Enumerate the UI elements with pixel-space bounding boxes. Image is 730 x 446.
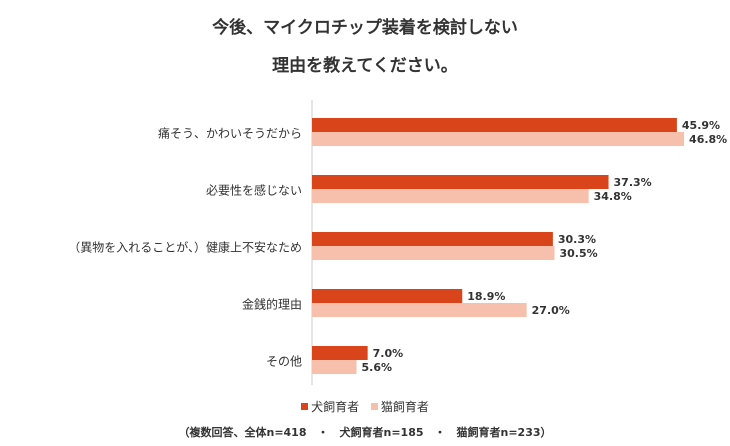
value-label: 45.9% bbox=[682, 119, 720, 132]
value-label: 46.8% bbox=[689, 133, 727, 146]
value-label: 18.9% bbox=[467, 290, 505, 303]
chart-legend: 犬飼育者 猫飼育者 bbox=[0, 398, 730, 415]
legend-swatch-cat bbox=[370, 403, 378, 410]
value-label: 5.6% bbox=[362, 361, 393, 374]
bar-dog bbox=[312, 346, 368, 360]
value-label: 30.5% bbox=[559, 247, 597, 260]
category-label: 金銭的理由 bbox=[242, 297, 302, 312]
legend-item-dog: 犬飼育者 bbox=[301, 398, 359, 415]
chart-title-line1: 今後、マイクロチップ装着を検討しない bbox=[212, 18, 518, 38]
value-label: 30.3% bbox=[558, 233, 596, 246]
bar-cat bbox=[312, 189, 589, 203]
bar-cat bbox=[312, 360, 357, 374]
bar-cat bbox=[312, 132, 685, 146]
bar-cat bbox=[312, 246, 555, 260]
chart-title-line2: 理由を教えてください。 bbox=[272, 56, 458, 76]
value-label: 7.0% bbox=[373, 347, 404, 360]
bar-dog bbox=[312, 175, 609, 189]
value-label: 27.0% bbox=[532, 304, 570, 317]
category-label: （異物を入れることが、）健康上不安なため bbox=[68, 240, 302, 255]
legend-swatch-dog bbox=[301, 403, 309, 410]
bar-dog bbox=[312, 289, 463, 303]
category-label: その他 bbox=[266, 355, 302, 369]
legend-label-cat: 猫飼育者 bbox=[380, 400, 429, 414]
legend-label-dog: 犬飼育者 bbox=[311, 400, 360, 414]
value-label: 34.8% bbox=[594, 190, 632, 203]
bar-dog bbox=[312, 232, 553, 246]
value-label: 37.3% bbox=[614, 176, 652, 189]
legend-item-cat: 猫飼育者 bbox=[370, 398, 429, 415]
category-label: 痛そう、かわいそうだから bbox=[158, 126, 302, 141]
sample-size-note: （複数回答、全体n=418 ・ 犬飼育者n=185 ・ 猫飼育者n=233） bbox=[178, 426, 552, 439]
bar-cat bbox=[312, 303, 527, 317]
bar-dog bbox=[312, 118, 677, 132]
category-label: 必要性を感じない bbox=[206, 183, 302, 198]
